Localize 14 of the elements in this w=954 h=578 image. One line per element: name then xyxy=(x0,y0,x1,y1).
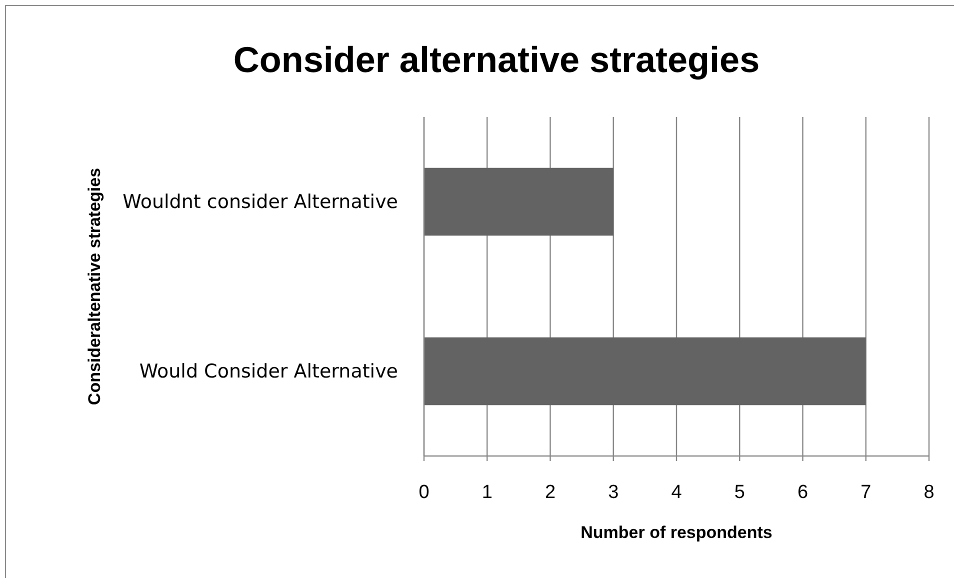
x-tick-label: 5 xyxy=(734,482,745,503)
y-tick-label: Would Consider Alternative xyxy=(139,360,398,382)
chart-title: Consider alternative strategies xyxy=(233,39,760,80)
x-tick-label: 0 xyxy=(418,482,430,503)
y-tick-label: Wouldnt consider Alternative xyxy=(122,190,398,213)
x-tick-label: 1 xyxy=(482,482,492,503)
y-axis-title: Consideraltenative strategies xyxy=(85,168,104,406)
x-tick-label: 2 xyxy=(544,482,556,503)
x-axis-title: Number of respondents xyxy=(580,523,772,542)
x-tick-label: 7 xyxy=(860,482,872,503)
x-tick-label: 3 xyxy=(608,482,619,503)
x-tick-label: 6 xyxy=(797,482,808,503)
x-tick-label: 4 xyxy=(671,482,682,503)
x-tick-label: 8 xyxy=(924,482,934,503)
